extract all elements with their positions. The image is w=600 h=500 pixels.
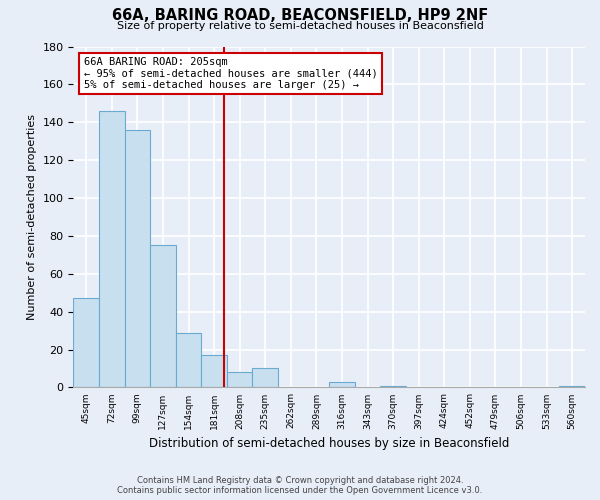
X-axis label: Distribution of semi-detached houses by size in Beaconsfield: Distribution of semi-detached houses by … — [149, 437, 509, 450]
Bar — [73, 298, 99, 388]
Bar — [559, 386, 585, 388]
Bar — [380, 386, 406, 388]
Y-axis label: Number of semi-detached properties: Number of semi-detached properties — [27, 114, 37, 320]
Text: Size of property relative to semi-detached houses in Beaconsfield: Size of property relative to semi-detach… — [116, 21, 484, 31]
Bar — [176, 332, 202, 388]
Bar — [99, 111, 125, 388]
Text: 66A, BARING ROAD, BEACONSFIELD, HP9 2NF: 66A, BARING ROAD, BEACONSFIELD, HP9 2NF — [112, 8, 488, 22]
Bar — [253, 368, 278, 388]
Bar — [125, 130, 150, 388]
Bar — [329, 382, 355, 388]
Bar — [227, 372, 253, 388]
Text: Contains HM Land Registry data © Crown copyright and database right 2024.
Contai: Contains HM Land Registry data © Crown c… — [118, 476, 482, 495]
Text: 66A BARING ROAD: 205sqm
← 95% of semi-detached houses are smaller (444)
5% of se: 66A BARING ROAD: 205sqm ← 95% of semi-de… — [83, 56, 377, 90]
Bar — [202, 355, 227, 388]
Bar — [150, 246, 176, 388]
